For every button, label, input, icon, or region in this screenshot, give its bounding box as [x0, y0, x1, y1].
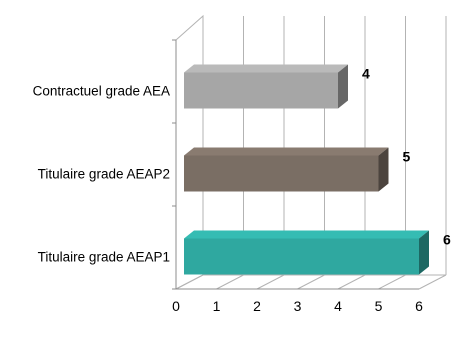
x-tick-label-6: 6: [415, 298, 423, 314]
bar-top-face: [184, 64, 348, 73]
bar-top-face: [184, 230, 429, 239]
floor-line-1: [216, 274, 244, 290]
floor-line-4: [337, 274, 366, 290]
x-tick-label-5: 5: [375, 298, 383, 314]
bar-front-face: [184, 238, 419, 275]
x-tick-label-0: 0: [172, 298, 180, 314]
x-tick-label-2: 2: [253, 298, 261, 314]
data-label-0: 4: [362, 66, 370, 82]
floor-line-5: [378, 274, 406, 290]
data-label-1: 5: [403, 149, 411, 165]
floor-line-2: [256, 274, 285, 290]
x-tick-label-4: 4: [334, 298, 342, 314]
floor-line-6: [418, 274, 447, 290]
x-tick-label-1: 1: [213, 298, 221, 314]
category-label-2: Titulaire grade AEAP1: [38, 250, 170, 265]
chart-gridlines: [175, 14, 447, 290]
bar-front-face: [184, 155, 379, 192]
x-tick-label-3: 3: [294, 298, 302, 314]
bar-end-face: [338, 64, 348, 109]
chart-axes: [172, 39, 419, 290]
bar-2: [184, 230, 429, 275]
category-label-0: Contractuel grade AEA: [33, 84, 170, 99]
chart-labels: 0 1 2 3 4 5 6 Contractuel grade AEA 4 Titulaire g…: [33, 66, 451, 315]
chart-bars: [184, 64, 429, 275]
data-label-2: 6: [443, 232, 451, 248]
category-label-1: Titulaire grade AEAP2: [38, 167, 170, 182]
bar-0: [184, 64, 348, 109]
bar-1: [184, 147, 389, 192]
floor-line-3: [297, 274, 325, 290]
bar-end-face: [378, 147, 389, 192]
bar-front-face: [184, 72, 338, 109]
bar-top-face: [184, 147, 389, 156]
bar-end-face: [419, 230, 429, 275]
side-wall: [175, 14, 204, 290]
